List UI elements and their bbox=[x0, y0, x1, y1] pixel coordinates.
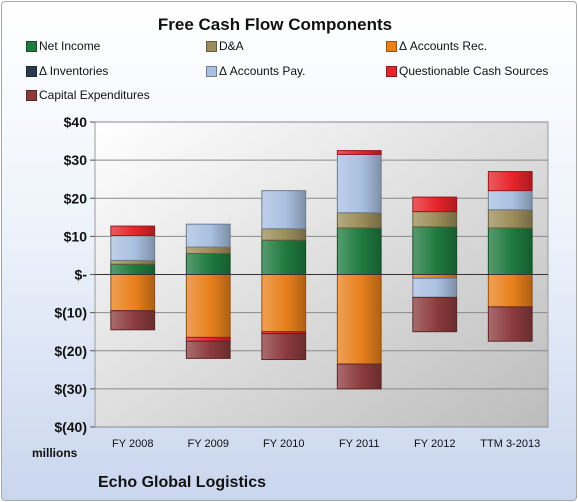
x-tick-label: FY 2008 bbox=[112, 438, 153, 450]
bar-segment-questionable-cash-sources bbox=[412, 196, 458, 213]
bar-segment-danda bbox=[412, 211, 458, 228]
bar-segment-capital-expenditures bbox=[185, 340, 231, 359]
x-tick-label: FY 2010 bbox=[263, 438, 304, 450]
bar-segment-accounts-pay bbox=[110, 235, 156, 261]
legend-label: Δ Inventories bbox=[39, 64, 109, 78]
bar-segment-accounts-rec bbox=[336, 274, 382, 365]
y-tick-label: $- bbox=[75, 267, 88, 283]
bar-segment-accounts-pay bbox=[185, 223, 231, 248]
company-name: Echo Global Logistics bbox=[98, 474, 267, 491]
bar-segment-capital-expenditures bbox=[110, 310, 156, 331]
bar-segment-questionable-cash-sources bbox=[185, 336, 231, 342]
bar-segment-danda bbox=[336, 212, 382, 229]
y-tick-label: $(30) bbox=[54, 381, 87, 397]
legend-label: Questionable Cash Sources bbox=[399, 64, 549, 78]
y-tick-label: $20 bbox=[64, 190, 88, 206]
bar-segment-net-income bbox=[412, 226, 458, 275]
bar-segment-questionable-cash-sources bbox=[336, 150, 382, 155]
bar-segment-danda bbox=[185, 246, 231, 255]
bar-segment-questionable-cash-sources bbox=[110, 225, 156, 237]
legend-label: Δ Accounts Rec. bbox=[399, 39, 488, 53]
legend-swatch bbox=[386, 41, 397, 52]
y-tick-label: $(40) bbox=[54, 419, 87, 435]
y-tick-label: $(20) bbox=[54, 343, 87, 359]
bar-segment-capital-expenditures bbox=[412, 296, 458, 333]
bar-segment-danda bbox=[487, 209, 533, 229]
legend-swatch bbox=[26, 41, 37, 52]
bar-segment-accounts-pay bbox=[336, 153, 382, 214]
legend-swatch bbox=[386, 66, 397, 77]
bar-segment-capital-expenditures bbox=[487, 306, 533, 342]
bar-segment-net-income bbox=[110, 263, 156, 275]
bar-segment-capital-expenditures bbox=[336, 363, 382, 390]
bar-segment-accounts-rec bbox=[185, 274, 231, 338]
bar-segment-accounts-rec bbox=[261, 274, 307, 333]
bar-segment-danda bbox=[261, 228, 307, 241]
y-tick-label: $(10) bbox=[54, 305, 87, 321]
legend-label: Capital Expenditures bbox=[39, 88, 150, 102]
bar-segment-accounts-rec bbox=[487, 274, 533, 308]
bar-segment-net-income bbox=[487, 227, 533, 276]
x-tick-label: FY 2011 bbox=[339, 438, 380, 450]
bar-segment-danda bbox=[110, 259, 156, 265]
y-tick-label: $40 bbox=[64, 114, 88, 130]
bar-segment-accounts-rec bbox=[110, 274, 156, 312]
x-tick-label: TTM 3-2013 bbox=[480, 438, 540, 450]
bar-segment-accounts-rec bbox=[412, 274, 458, 279]
bar-segment-accounts-pay bbox=[412, 277, 458, 298]
bar-segment-net-income bbox=[336, 227, 382, 276]
legend-swatch bbox=[26, 90, 37, 101]
bar-segment-net-income bbox=[261, 239, 307, 275]
bar-segment-capital-expenditures bbox=[261, 333, 307, 361]
legend-label: D&A bbox=[219, 39, 244, 53]
y-tick-label: $10 bbox=[64, 228, 88, 244]
bar-segment-accounts-pay bbox=[261, 190, 307, 230]
legend-label: Net Income bbox=[39, 39, 101, 53]
legend-label: Δ Accounts Pay. bbox=[219, 64, 306, 78]
y-axis-unit-label: millions bbox=[32, 446, 78, 460]
bar-segment-accounts-pay bbox=[487, 190, 533, 211]
chart-title: Free Cash Flow Components bbox=[157, 15, 393, 34]
bar-segment-net-income bbox=[185, 253, 231, 275]
x-tick-label: FY 2012 bbox=[414, 438, 455, 450]
bar-segment-questionable-cash-sources bbox=[487, 171, 533, 192]
legend-swatch bbox=[26, 66, 37, 77]
legend-swatch bbox=[206, 41, 217, 52]
x-tick-label: FY 2009 bbox=[188, 438, 229, 450]
y-tick-label: $30 bbox=[64, 152, 88, 168]
legend-swatch bbox=[206, 66, 217, 77]
